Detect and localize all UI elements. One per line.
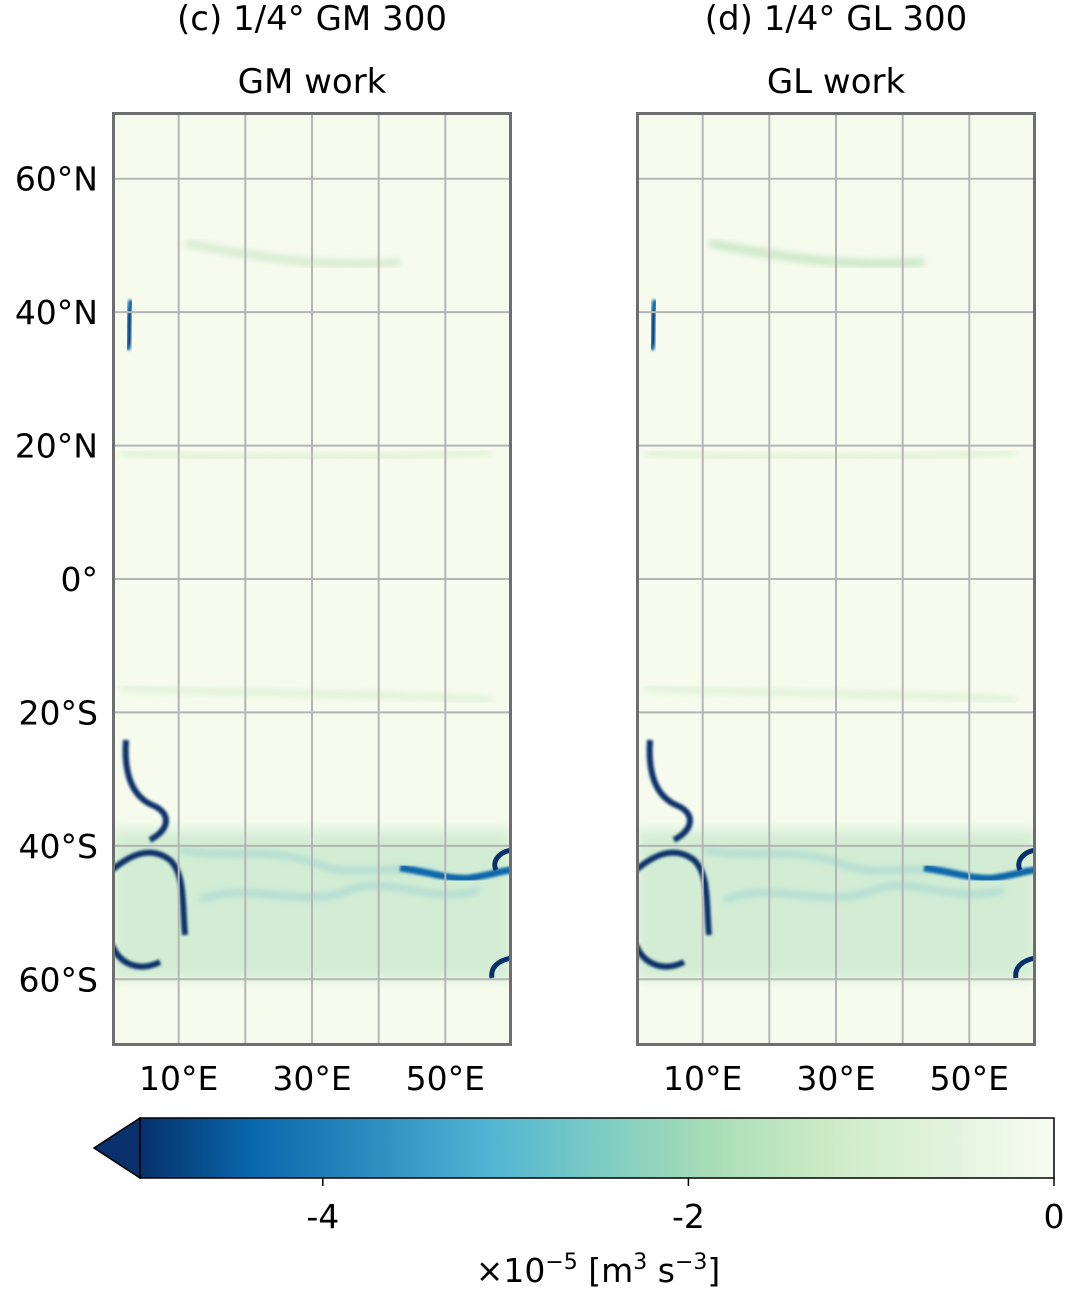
panel-d-east-eddy-north xyxy=(1016,847,1036,872)
colorbar-label-exp: −5 xyxy=(545,1250,577,1275)
colorbar-extend-arrow xyxy=(92,1116,141,1180)
colorbar: -4 -2 0 ×10−5 [m3 s−3] xyxy=(92,1116,1065,1290)
panel-c-wbc-north-core xyxy=(127,309,132,346)
panel-d-band-47n xyxy=(708,239,925,268)
panel-d-x-ticks: 10°E 30°E 50°E xyxy=(663,1059,1009,1098)
panel-c-eastern-jet xyxy=(399,864,512,882)
panel-c-x-ticks: 10°E 30°E 50°E xyxy=(139,1059,485,1098)
x-tick-label: 30°E xyxy=(796,1059,875,1098)
y-tick-label: 60°S xyxy=(19,960,98,999)
x-tick-label: 10°E xyxy=(663,1059,742,1098)
panel-d-subtitle: GL work xyxy=(767,62,906,102)
panel-d-east-eddy-south xyxy=(1013,955,1036,979)
y-tick-label: 20°N xyxy=(15,427,98,466)
colorbar-gradient xyxy=(139,1117,1055,1179)
x-tick-label: 50°E xyxy=(406,1059,485,1098)
y-tick-label: 20°S xyxy=(19,693,98,732)
x-tick-label: 10°E xyxy=(139,1059,218,1098)
y-tick-label: 40°N xyxy=(15,293,98,332)
colorbar-tick-label: 0 xyxy=(1044,1197,1065,1236)
panel-c-east-eddy-north xyxy=(492,847,512,872)
colorbar-ticks: -4 -2 0 xyxy=(306,1178,1065,1236)
colorbar-label-unit-mid: s xyxy=(647,1251,675,1290)
x-tick-label: 30°E xyxy=(272,1059,351,1098)
y-tick-label: 60°N xyxy=(15,160,98,199)
panel-c-east-eddy-south xyxy=(489,955,512,979)
panel-c-gridlines xyxy=(112,112,512,1046)
panel-c-title: (c) 1/4° GM 300 xyxy=(177,0,447,39)
colorbar-label-unit-exp1: 3 xyxy=(633,1250,647,1275)
panel-c-y-ticks: 60°N 40°N 20°N 0° 20°S 40°S 60°S xyxy=(15,160,98,1000)
x-tick-label: 50°E xyxy=(930,1059,1009,1098)
panel-d-eastern-jet xyxy=(923,864,1036,882)
panel-c-subtitle: GM work xyxy=(238,62,387,102)
panel-c-map xyxy=(112,112,512,1046)
panel-d-map xyxy=(636,112,1036,1046)
y-tick-label: 40°S xyxy=(19,827,98,866)
colorbar-label-unit-open: [m xyxy=(578,1251,634,1290)
y-tick-label: 0° xyxy=(61,560,99,599)
panel-d-gridlines xyxy=(636,112,1036,1046)
colorbar-tick-label: -2 xyxy=(672,1197,705,1236)
panel-c-band-47n xyxy=(184,239,401,268)
colorbar-label-unit-close: ] xyxy=(707,1251,720,1290)
colorbar-label-main: ×10 xyxy=(476,1251,546,1290)
colorbar-label-unit-exp2: −3 xyxy=(675,1250,707,1275)
panel-d-title: (d) 1/4° GL 300 xyxy=(705,0,967,39)
colorbar-label: ×10−5 [m3 s−3] xyxy=(476,1250,721,1290)
colorbar-tick-label: -4 xyxy=(306,1197,339,1236)
panel-d-wbc-north-core xyxy=(651,309,656,346)
